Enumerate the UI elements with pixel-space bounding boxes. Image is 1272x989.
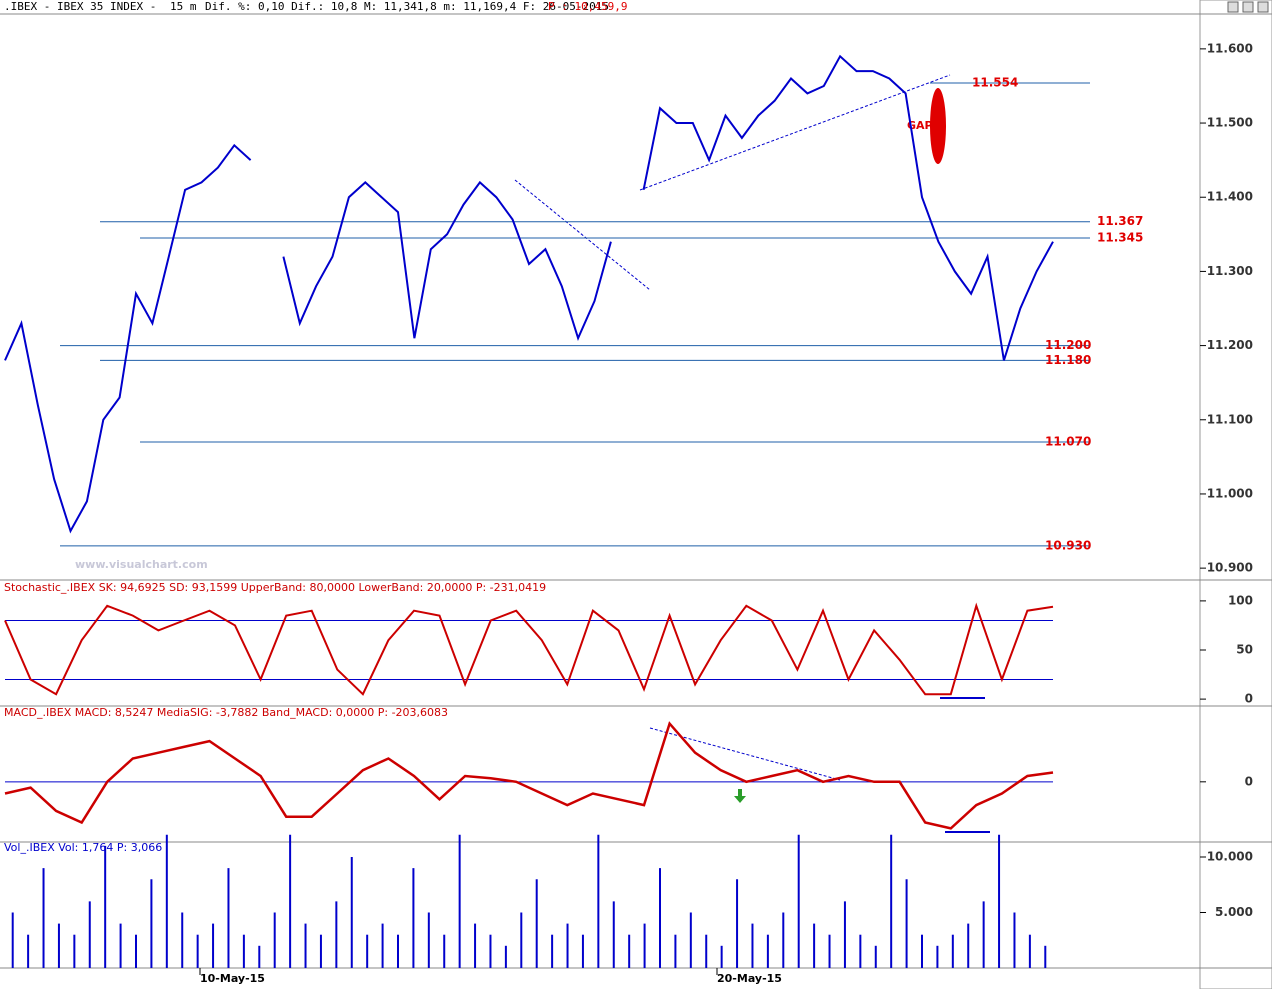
panel-caption: Stochastic_.IBEX SK: 94,6925 SD: 93,1599… xyxy=(4,581,546,594)
level-label: 11.200 xyxy=(1045,338,1091,352)
gap-marker xyxy=(930,88,946,164)
y-tick-label: 0 xyxy=(1245,692,1253,706)
y-tick-label: 0 xyxy=(1245,774,1253,788)
header-interval: 15 m xyxy=(170,0,197,13)
min-button[interactable] xyxy=(1227,1,1239,13)
y-tick-label: 10.000 xyxy=(1207,850,1253,864)
panel-caption: Vol_.IBEX Vol: 1,764 P: 3,066 xyxy=(4,841,162,854)
gap-label: GAP xyxy=(907,119,933,132)
level-label: 11.070 xyxy=(1045,435,1091,449)
max-button[interactable] xyxy=(1242,1,1254,13)
y-tick-label: 5.000 xyxy=(1215,905,1253,919)
y-tick-label: 11.500 xyxy=(1207,116,1253,130)
stochastic-line xyxy=(4,602,1054,696)
level-label: 11.180 xyxy=(1045,353,1091,367)
level-label: 10.930 xyxy=(1045,538,1091,552)
x-label: 10-May-15 xyxy=(200,972,265,985)
header-extra: P : 10,459,9 xyxy=(548,0,627,13)
level-label: 11.345 xyxy=(1097,231,1143,245)
right-axis-band xyxy=(1199,0,1272,989)
close-button[interactable] xyxy=(1257,1,1269,13)
y-tick-label: 50 xyxy=(1236,643,1253,657)
level-label: 11.367 xyxy=(1097,214,1143,228)
macd-line xyxy=(4,721,1054,830)
price-line xyxy=(4,54,1054,534)
y-tick-label: 11.300 xyxy=(1207,264,1253,278)
header-symbol: .IBEX - IBEX 35 INDEX - xyxy=(4,0,156,13)
y-tick-label: 100 xyxy=(1228,593,1253,607)
watermark: www.visualchart.com xyxy=(75,558,208,571)
y-tick-label: 11.600 xyxy=(1207,41,1253,55)
y-tick-label: 11.200 xyxy=(1207,338,1253,352)
trend-line xyxy=(639,74,951,191)
panel-caption: MACD_.IBEX MACD: 8,5247 MediaSIG: -3,788… xyxy=(4,706,448,719)
window-buttons[interactable] xyxy=(1227,1,1269,13)
y-tick-label: 11.400 xyxy=(1207,190,1253,204)
x-label: 20-May-15 xyxy=(717,972,782,985)
y-tick-label: 11.100 xyxy=(1207,412,1253,426)
y-tick-label: 11.000 xyxy=(1207,486,1253,500)
level-label: 11.554 xyxy=(972,75,1018,89)
header-info: Dif. %: 0,10 Dif.: 10,8 M: 11,341,8 m: 1… xyxy=(205,0,609,13)
y-tick-label: 10.900 xyxy=(1207,561,1253,575)
trend-line xyxy=(514,179,651,291)
up-arrow xyxy=(734,789,746,803)
